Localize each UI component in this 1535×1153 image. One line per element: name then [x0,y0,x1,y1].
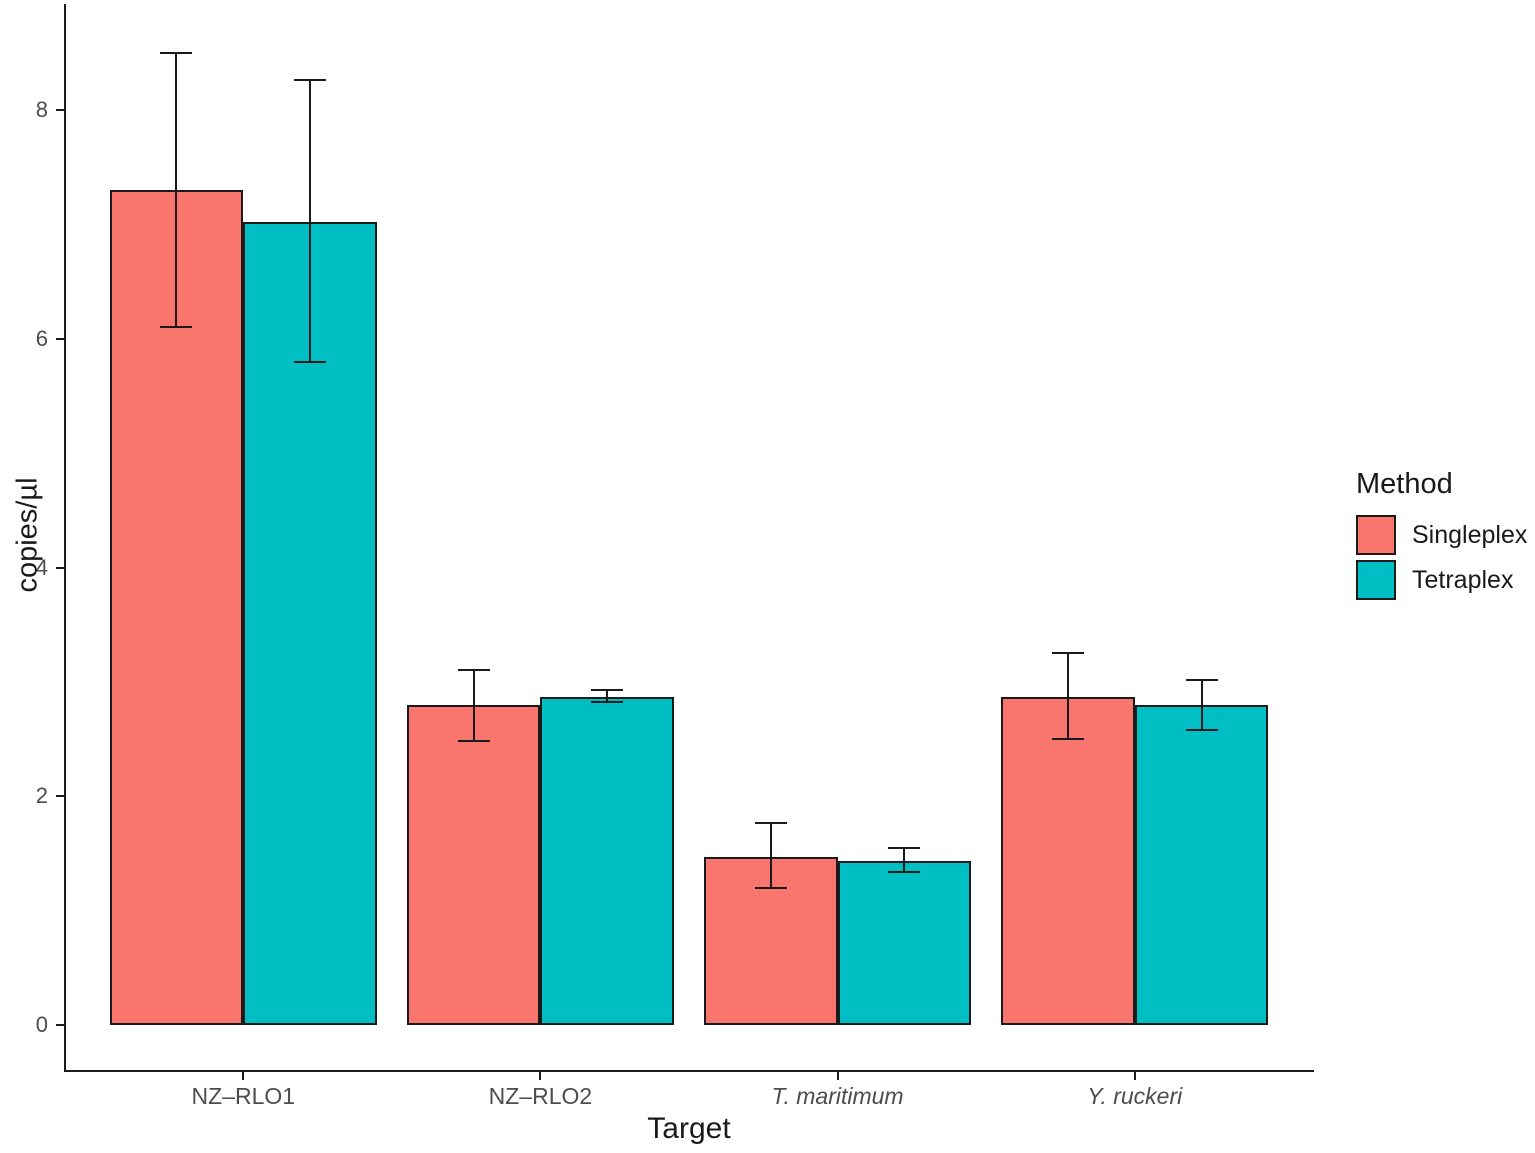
errorbar-singleplex-y-ruckeri-cap-bottom [1051,738,1084,741]
x-tick-y-ruckeri [1133,1071,1136,1080]
x-tick-label-nz-rlo1: NZ–RLO1 [191,1083,296,1109]
errorbar-tetraplex-nz-rlo1-cap-top [294,79,327,82]
bar-tetraplex-t-maritimum [837,861,972,1025]
errorbar-singleplex-y-ruckeri-cap-top [1051,652,1084,655]
errorbar-tetraplex-nz-rlo2-cap-top [591,688,624,691]
errorbar-singleplex-y-ruckeri-line [1066,653,1069,740]
bar-tetraplex-nz-rlo2 [540,696,675,1025]
x-axis-line [64,1070,1314,1072]
legend-label-tetraplex: Tetraplex [1412,565,1514,594]
y-tick-label-2: 2 [35,783,48,809]
bar-tetraplex-y-ruckeri [1134,704,1269,1025]
y-tick-4 [56,566,65,569]
errorbar-tetraplex-y-ruckeri-cap-top [1185,678,1218,681]
legend-title: Method [1356,468,1453,500]
y-tick-label-6: 6 [35,325,48,351]
errorbar-singleplex-t-maritimum-line [769,822,772,888]
y-tick-2 [56,795,65,798]
errorbar-singleplex-nz-rlo2-cap-bottom [457,740,490,743]
y-tick-label-8: 8 [35,97,48,122]
errorbar-singleplex-nz-rlo2-line [472,670,475,742]
errorbar-tetraplex-t-maritimum-cap-bottom [888,870,921,873]
singleplex-color-swatch [1356,515,1396,555]
errorbar-singleplex-t-maritimum-cap-bottom [754,886,787,889]
legend: Method Singleplex Tetraplex [1356,468,1534,605]
y-axis-title: copies/µl [11,477,44,593]
errorbar-tetraplex-t-maritimum-line [903,847,906,872]
y-axis-line [64,4,66,1072]
errorbar-tetraplex-nz-rlo2-line [606,689,609,703]
y-tick-6 [56,337,65,340]
errorbar-tetraplex-nz-rlo1-cap-bottom [294,360,327,363]
errorbar-singleplex-nz-rlo1-line [175,52,178,328]
errorbar-tetraplex-nz-rlo2-cap-bottom [591,701,624,704]
x-axis-title: Target [647,1112,731,1145]
errorbar-tetraplex-t-maritimum-cap-top [888,846,921,849]
legend-label-singleplex: Singleplex [1412,520,1528,549]
tetraplex-color-swatch [1356,560,1396,600]
errorbar-singleplex-nz-rlo1-cap-bottom [160,326,193,329]
x-tick-nz-rlo1 [242,1071,245,1080]
legend-item-singleplex: Singleplex [1356,515,1534,555]
errorbar-singleplex-nz-rlo1-cap-top [160,51,193,54]
x-tick-t-maritimum [836,1071,839,1080]
bar-singleplex-nz-rlo1 [109,190,244,1025]
y-tick-0 [56,1024,65,1026]
x-tick-nz-rlo2 [539,1071,542,1080]
bar-singleplex-y-ruckeri [1001,696,1135,1025]
legend-item-tetraplex: Tetraplex [1356,560,1534,600]
errorbar-tetraplex-y-ruckeri-cap-bottom [1185,728,1218,731]
y-tick-label-4: 4 [35,554,48,580]
bar-singleplex-nz-rlo2 [406,704,541,1025]
errorbar-singleplex-t-maritimum-cap-top [754,821,787,824]
errorbar-tetraplex-y-ruckeri-line [1200,679,1203,730]
x-tick-label-nz-rlo2: NZ–RLO2 [488,1083,593,1109]
x-tick-label-t-maritimum: T. maritimum [771,1083,904,1109]
errorbar-singleplex-nz-rlo2-cap-top [457,669,490,672]
y-tick-8 [56,109,65,111]
y-tick-label-0: 0 [35,1012,48,1037]
errorbar-tetraplex-nz-rlo1-line [309,80,312,362]
x-tick-label-y-ruckeri: Y. ruckeri [1087,1083,1183,1109]
